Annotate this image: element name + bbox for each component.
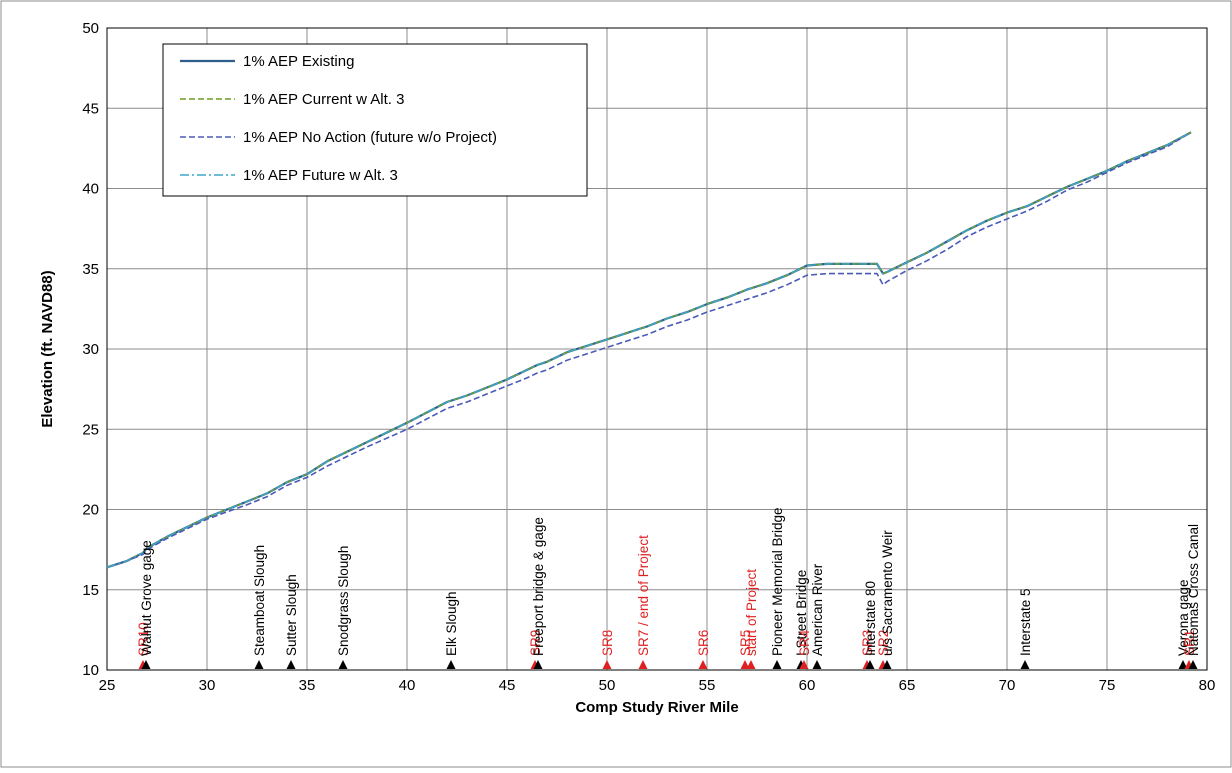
location-label: Interstate 80: [863, 581, 878, 656]
x-tick-label: 70: [999, 677, 1016, 694]
location-label: Interstate 5: [1018, 588, 1033, 656]
location-label: SR6: [696, 630, 711, 656]
x-tick-label: 75: [1099, 677, 1116, 694]
location-label: SR1: [1182, 630, 1197, 656]
location-marker: [698, 660, 708, 669]
y-tick-label: 50: [82, 20, 99, 37]
location-label: Freeport bridge & gage: [531, 517, 546, 656]
location-marker: [446, 660, 456, 669]
location-label: Steamboat Slough: [252, 545, 267, 656]
y-tick-label: 10: [82, 662, 99, 679]
series-lines: [106, 131, 1192, 569]
legend: 1% AEP Existing 1% AEP Current w Alt. 3 1%…: [162, 43, 588, 197]
location-label: Verona gage: [1176, 579, 1191, 656]
location-marker: [286, 660, 296, 669]
location-marker: [740, 660, 750, 669]
legend-label: 1% AEP Future w Alt. 3: [243, 167, 398, 184]
y-tick-labels: 10 15 20 25 30 35 40 45 50: [82, 20, 99, 679]
location-marker: [772, 660, 782, 669]
series-line-2: [106, 131, 1192, 569]
location-label: Elk Slough: [444, 591, 459, 656]
location-marker: [865, 660, 875, 669]
y-tick-label: 20: [82, 502, 99, 519]
x-tick-label: 65: [899, 677, 916, 694]
location-label: SR10: [136, 622, 151, 656]
location-label: Sutter Slough: [284, 574, 299, 656]
x-tick-label: 30: [199, 677, 216, 694]
location-label: SR7 / end of Project: [636, 535, 651, 656]
x-axis-label: Comp Study River Mile: [575, 699, 738, 716]
location-label: I Street Bridge: [794, 570, 809, 656]
x-tick-label: 40: [399, 677, 416, 694]
y-tick-label: 15: [82, 582, 99, 599]
location-label: SR3: [860, 630, 875, 656]
location-label: Natomas Cross Canal: [1186, 524, 1201, 656]
legend-label: 1% AEP Existing: [243, 53, 354, 70]
location-marker: [638, 660, 648, 669]
location-marker: [799, 660, 809, 669]
location-marker: [141, 660, 151, 669]
x-tick-label: 60: [799, 677, 816, 694]
x-tick-label: 45: [499, 677, 516, 694]
x-tick-label: 55: [699, 677, 716, 694]
location-label: Snodgrass Slough: [336, 546, 351, 656]
location-marker: [254, 660, 264, 669]
series-line-3: [106, 131, 1192, 569]
y-tick-label: 45: [82, 100, 99, 117]
location-label: start of Project: [744, 569, 759, 656]
x-tick-labels: 25 30 35 40 45 50 55 60 65 70 75 80: [99, 677, 1216, 694]
x-tick-label: 80: [1199, 677, 1216, 694]
location-label: American River: [810, 563, 825, 656]
location-marker: [602, 660, 612, 669]
location-label: SR4: [797, 629, 812, 656]
y-tick-label: 40: [82, 181, 99, 198]
location-label: SR9: [528, 630, 543, 656]
x-tick-label: 35: [299, 677, 316, 694]
location-marker: [1020, 660, 1030, 669]
legend-box: [162, 43, 588, 197]
location-label: u/s Sacramento Weir: [880, 530, 895, 656]
y-tick-label: 35: [82, 261, 99, 278]
y-axis-label: Elevation (ft. NAVD88): [39, 270, 56, 427]
y-tick-label: 25: [82, 421, 99, 438]
legend-label: 1% AEP No Action (future w/o Project): [243, 129, 497, 146]
location-marker: [812, 660, 822, 669]
series-line-4: [106, 131, 1192, 568]
location-label: SR2: [876, 630, 891, 656]
location-marker: [338, 660, 348, 669]
y-tick-label: 30: [82, 341, 99, 358]
x-tick-label: 25: [99, 677, 116, 694]
x-tick-label: 50: [599, 677, 616, 694]
location-label: SR8: [600, 630, 615, 656]
location-label: Pioneer Memorial Bridge: [770, 507, 785, 656]
location-label: Walnut Grove gage: [139, 540, 154, 656]
location-marker: [882, 660, 892, 669]
legend-label: 1% AEP Current w Alt. 3: [243, 91, 404, 108]
plot-area: [106, 27, 1208, 671]
location-label: SR5: [738, 630, 753, 656]
location-marker: [1188, 660, 1198, 669]
location-marker: [533, 660, 543, 669]
location-marker: [1178, 660, 1188, 669]
location-marker: [746, 660, 756, 669]
